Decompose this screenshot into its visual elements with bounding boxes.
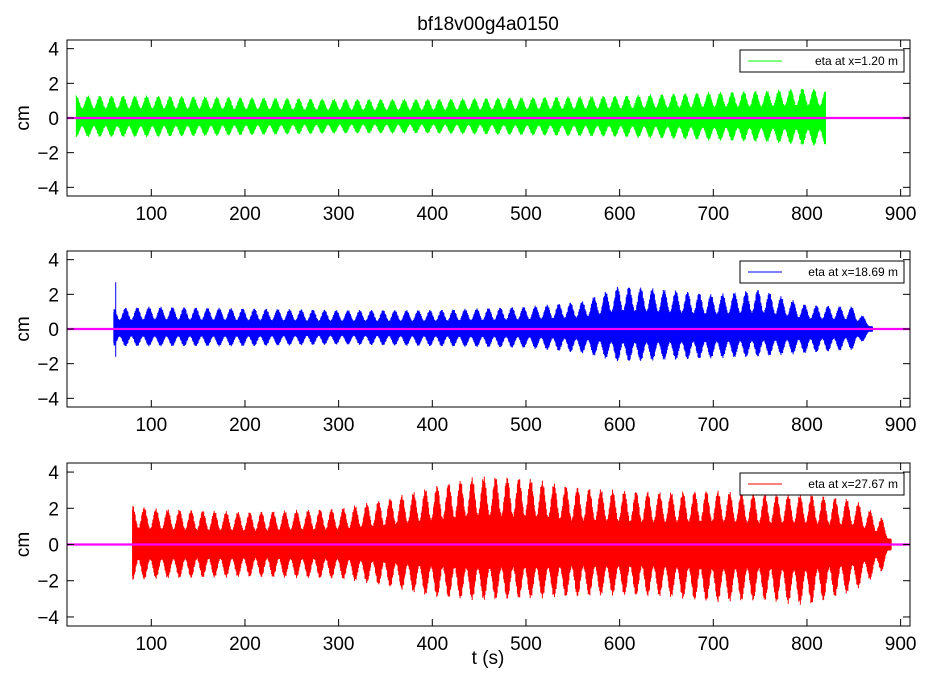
- y-tick-label: 4: [48, 251, 59, 272]
- y-tick-label: 0: [48, 109, 59, 130]
- x-tick-label: 800: [791, 634, 823, 655]
- subplot-2: 100 200 300 400 500 600 700 800 900 −4 −2 0 2 4 cm eta …: [13, 251, 916, 436]
- x-tick-label: 500: [510, 204, 542, 225]
- x-tick-label: 100: [135, 204, 167, 225]
- x-tick-label: 900: [885, 415, 917, 436]
- x-tick-label: 300: [323, 415, 355, 436]
- x-tick-label: 400: [416, 204, 448, 225]
- x-tick-label: 300: [323, 204, 355, 225]
- y-tick-label: 4: [48, 40, 59, 61]
- y-tick-label: −4: [37, 608, 59, 629]
- x-tick-label: 600: [604, 204, 636, 225]
- x-tick-label: 200: [229, 415, 261, 436]
- y-axis-label: cm: [13, 105, 34, 130]
- x-tick-label: 200: [229, 204, 261, 225]
- x-tick-label: 100: [135, 634, 167, 655]
- x-tick-label: 800: [791, 204, 823, 225]
- legend: eta at x=27.67 m: [740, 473, 904, 495]
- legend-label: eta at x=1.20 m: [815, 54, 898, 68]
- x-tick-label: 700: [697, 204, 729, 225]
- y-tick-label: −2: [37, 355, 59, 376]
- y-tick-label: −4: [37, 178, 59, 199]
- subplot-3: 100 200 300 400 500 600 700 800 900 −4 −2 0 2 4 cm eta …: [13, 463, 916, 655]
- x-tick-label: 700: [697, 415, 729, 436]
- y-tick-label: −4: [37, 389, 59, 410]
- x-tick-label: 400: [416, 415, 448, 436]
- x-tick-label: 600: [604, 634, 636, 655]
- y-tick-label: 2: [48, 285, 59, 306]
- x-axis-label: t (s): [472, 648, 505, 669]
- y-tick-label: 0: [48, 536, 59, 557]
- legend: eta at x=1.20 m: [740, 50, 904, 72]
- y-tick-label: 2: [48, 499, 59, 520]
- x-tick-label: 700: [697, 634, 729, 655]
- x-tick-label: 300: [323, 634, 355, 655]
- y-tick-label: 2: [48, 74, 59, 95]
- y-tick-label: −2: [37, 572, 59, 593]
- y-tick-label: 4: [48, 463, 59, 484]
- plot-area: [67, 477, 910, 605]
- x-tick-label: 500: [510, 415, 542, 436]
- subplot-panels: 100 200 300 400 500 600 700 800 900−4−2024cmeta …: [13, 40, 916, 655]
- plot-area: [67, 282, 910, 361]
- subplot-1: 100 200 300 400 500 600 700 800 900 −4 −2 0 2 4 cm eta …: [13, 40, 916, 225]
- series-line-1: [114, 282, 873, 361]
- x-tick-label: 600: [604, 415, 636, 436]
- x-tick-label: 900: [885, 634, 917, 655]
- y-axis-label: cm: [13, 532, 34, 557]
- plot-area: [67, 89, 910, 146]
- y-tick-label: 0: [48, 320, 59, 341]
- x-tick-label: 500: [510, 634, 542, 655]
- series-line-1: [133, 477, 892, 605]
- legend-label: eta at x=18.69 m: [808, 265, 898, 279]
- legend-label: eta at x=27.67 m: [808, 477, 898, 491]
- y-tick-label: −2: [37, 144, 59, 165]
- x-tick-label: 800: [791, 415, 823, 436]
- figure-title: bf18v00g4a0150: [417, 14, 559, 35]
- x-tick-label: 400: [416, 634, 448, 655]
- x-tick-label: 100: [135, 415, 167, 436]
- y-axis-label: cm: [13, 316, 34, 341]
- legend: eta at x=18.69 m: [740, 261, 904, 283]
- x-tick-label: 900: [885, 204, 917, 225]
- x-tick-label: 200: [229, 634, 261, 655]
